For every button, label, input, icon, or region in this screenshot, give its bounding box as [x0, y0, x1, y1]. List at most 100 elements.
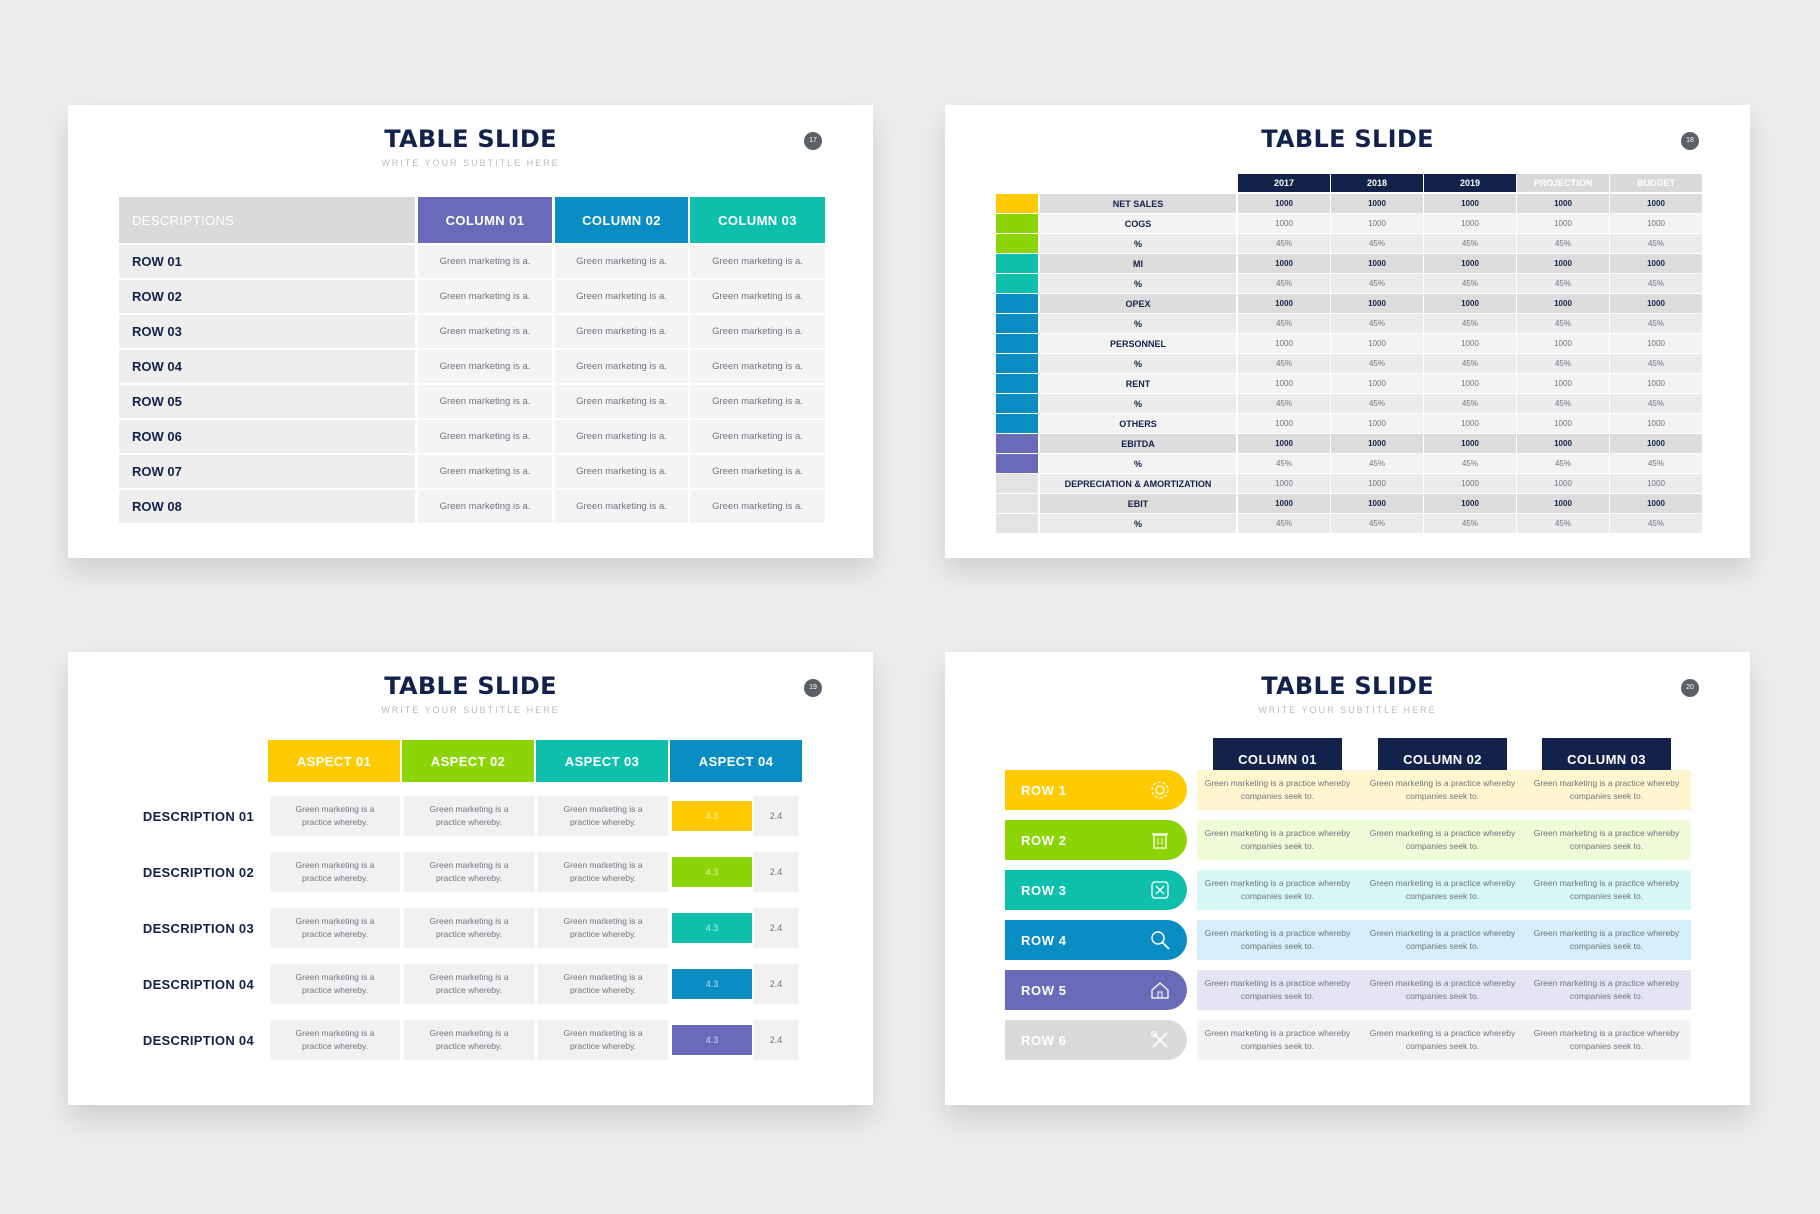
- row-pill: ROW 6: [1005, 1020, 1187, 1060]
- table-cell: 1000: [1331, 334, 1423, 353]
- table-cell: 45%: [1610, 314, 1702, 333]
- row-background: [1197, 820, 1691, 860]
- row-label: NET SALES: [1040, 194, 1236, 213]
- table-cell: 45%: [1424, 274, 1516, 293]
- row-background: [1197, 1020, 1691, 1060]
- table-cell: Green marketing is a practice whereby co…: [1369, 928, 1516, 951]
- header-descriptions: DESCRIPTIONS: [119, 197, 415, 243]
- table-cell: 1000: [1331, 254, 1423, 273]
- table-cell: 1000: [1238, 334, 1330, 353]
- row-label: ROW 1: [1021, 782, 1067, 798]
- row-label: ROW 4: [1021, 932, 1067, 948]
- table-cell: 45%: [1238, 454, 1330, 473]
- table-cell: Green marketing is a practice whereby.: [404, 908, 534, 948]
- table-cell: Green marketing is a practice whereby co…: [1204, 1028, 1351, 1051]
- table-cell: 45%: [1610, 514, 1702, 533]
- row-background: [1197, 770, 1691, 810]
- table-cell: 1000: [1517, 294, 1609, 313]
- column-header: COLUMN 03: [690, 197, 825, 243]
- table-cell: Green marketing is a practice whereby.: [270, 964, 400, 1004]
- table-cell: Green marketing is a practice whereby co…: [1533, 878, 1680, 901]
- table-cell: Green marketing is a.: [418, 420, 552, 453]
- aspect-header: ASPECT 04: [670, 740, 802, 782]
- table-cell: 1000: [1424, 194, 1516, 213]
- table-cell: 1000: [1517, 474, 1609, 493]
- slide-title: TABLE SLIDE: [1261, 672, 1434, 700]
- table-cell: 1000: [1424, 494, 1516, 513]
- table-cell: Green marketing is a practice whereby co…: [1533, 778, 1680, 801]
- table-cell: 45%: [1517, 354, 1609, 373]
- table-cell: Green marketing is a.: [555, 245, 688, 278]
- table-cell: Green marketing is a practice whereby co…: [1533, 978, 1680, 1001]
- table-cell: 45%: [1424, 314, 1516, 333]
- table-cell: Green marketing is a.: [690, 315, 825, 348]
- table-cell: 1000: [1424, 474, 1516, 493]
- color-swatch: [996, 394, 1038, 413]
- table-cell: 1000: [1331, 294, 1423, 313]
- table-cell: Green marketing is a practice whereby co…: [1369, 828, 1516, 851]
- table-cell: Green marketing is a practice whereby co…: [1369, 1028, 1516, 1051]
- description-label: DESCRIPTION 01: [142, 808, 254, 824]
- row-background: [1197, 920, 1691, 960]
- table-cell: 45%: [1517, 234, 1609, 253]
- page-number: 17: [804, 132, 822, 150]
- color-swatch: [996, 214, 1038, 233]
- color-swatch: [996, 194, 1038, 213]
- column-header: 2017: [1238, 174, 1330, 192]
- table-cell: 1000: [1238, 494, 1330, 513]
- column-header: COLUMN 02: [555, 197, 688, 243]
- aspect-header: ASPECT 02: [402, 740, 534, 782]
- table-cell: Green marketing is a practice whereby co…: [1533, 828, 1680, 851]
- color-swatch: [996, 454, 1038, 473]
- row-label: COGS: [1040, 214, 1236, 233]
- table-cell: Green marketing is a practice whereby co…: [1204, 978, 1351, 1001]
- page-number: 18: [1681, 132, 1699, 150]
- aspect-header: ASPECT 01: [268, 740, 400, 782]
- table-cell: Green marketing is a practice whereby.: [538, 852, 668, 892]
- row-label: ROW 01: [119, 245, 415, 278]
- page-number: 19: [804, 679, 822, 697]
- slide-18: TABLE SLIDE 18 2017 2018 2019 PROJECTION BUD…: [945, 105, 1750, 558]
- table-cell: 1000: [1331, 414, 1423, 433]
- table-cell: Green marketing is a.: [418, 315, 552, 348]
- slide-20: TABLE SLIDE WRITE YOUR SUBTITLE HERE 20 …: [945, 652, 1750, 1105]
- table-cell: 45%: [1517, 314, 1609, 333]
- table-cell: Green marketing is a practice whereby.: [404, 964, 534, 1004]
- row-label: ROW 07: [119, 455, 415, 488]
- table-cell: Green marketing is a practice whereby co…: [1204, 928, 1351, 951]
- color-swatch: [996, 374, 1038, 393]
- table-cell: 45%: [1610, 394, 1702, 413]
- row-label: OTHERS: [1040, 414, 1236, 433]
- table-cell: Green marketing is a practice whereby co…: [1533, 928, 1680, 951]
- slide-subtitle: WRITE YOUR SUBTITLE HERE: [1258, 705, 1437, 715]
- table-cell: 1000: [1610, 334, 1702, 353]
- slide-subtitle: WRITE YOUR SUBTITLE HERE: [381, 705, 560, 715]
- color-swatch: [996, 294, 1038, 313]
- table-cell: Green marketing is a.: [555, 420, 688, 453]
- table-cell: 1000: [1331, 474, 1423, 493]
- table-cell: 45%: [1331, 314, 1423, 333]
- description-label: DESCRIPTION 03: [142, 920, 254, 936]
- table-cell: 1000: [1331, 374, 1423, 393]
- table-cell: 1000: [1238, 214, 1330, 233]
- row-pill: ROW 2: [1005, 820, 1187, 860]
- table-cell: 45%: [1331, 394, 1423, 413]
- row-label: ROW 08: [119, 490, 415, 523]
- table-cell: 1000: [1610, 414, 1702, 433]
- table-cell: Green marketing is a.: [418, 350, 552, 383]
- table-cell: Green marketing is a practice whereby.: [270, 796, 400, 836]
- score-alt: 2.4: [754, 1020, 798, 1060]
- row-label: ROW 04: [119, 350, 415, 383]
- row-label: ROW 02: [119, 280, 415, 313]
- table-cell: 45%: [1238, 394, 1330, 413]
- row-pill: ROW 3: [1005, 870, 1187, 910]
- table-cell: Green marketing is a practice whereby co…: [1369, 778, 1516, 801]
- table-cell: Green marketing is a.: [555, 315, 688, 348]
- table-cell: 1000: [1424, 294, 1516, 313]
- slide-17: TABLE SLIDE WRITE YOUR SUBTITLE HERE 17 …: [68, 105, 873, 558]
- color-swatch: [996, 434, 1038, 453]
- table-cell: 45%: [1238, 274, 1330, 293]
- column-header: PROJECTION: [1517, 174, 1609, 192]
- row-background: [1197, 870, 1691, 910]
- table-cell: Green marketing is a.: [690, 350, 825, 383]
